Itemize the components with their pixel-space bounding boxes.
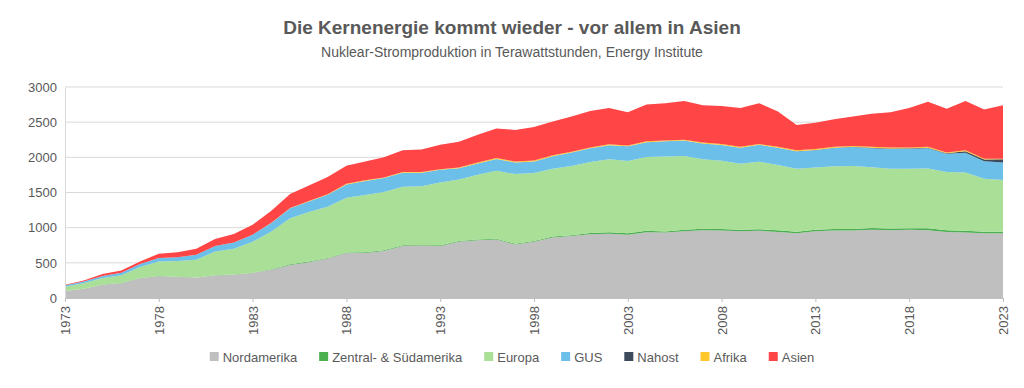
area-series [65,101,1003,285]
x-tick-mark [628,298,629,302]
legend-swatch [701,352,710,361]
x-tick-mark [909,298,910,302]
x-tick-label: 2013 [808,306,823,335]
x-tick: 1978 [152,298,167,335]
x-tick-label: 1973 [58,306,73,335]
legend-item: GUS [561,350,603,365]
x-tick-label: 1993 [433,306,448,335]
chart: Die Kernenergie kommt wieder - vor allem… [0,0,1024,388]
legend-swatch [319,352,328,361]
legend-item: Afrika [701,350,748,365]
x-tick: 2018 [902,298,917,335]
plot: 0 500 1000 1500 2000 2500 3000 1973 1978 1983 1988… [28,80,1011,335]
x-tick-mark [722,298,723,302]
y-tick-label: 2000 [28,150,57,165]
legend-label: GUS [574,350,603,365]
x-tick-label: 2018 [902,306,917,335]
x-tick-label: 1983 [246,306,261,335]
legend-label: Asien [782,350,815,365]
legend-item: Nordamerika [210,350,298,365]
grid-line [65,87,1003,88]
y-tick: 3000 [28,80,65,95]
x-tick: 1998 [527,298,542,335]
y-tick-label: 2500 [28,115,57,130]
legend-swatch [561,352,570,361]
x-tick-mark [1003,298,1004,302]
y-axis-line [65,88,66,299]
y-tick-label: 1000 [28,220,57,235]
y-tick-label: 0 [50,291,57,306]
x-axis: 1973 1978 1983 1988 1993 1998 2003 2008 2013 2018… [58,298,1011,335]
area-series [65,156,1003,291]
x-tick-label: 2023 [996,306,1011,335]
y-tick: 500 [35,255,65,270]
x-tick-mark [815,298,816,302]
title: Die Kernenergie kommt wieder - vor allem… [283,17,741,38]
area-series [65,140,1003,286]
areas [65,101,1003,298]
grid [65,87,1003,298]
legend-label: Nahost [637,350,679,365]
x-axis-line [66,299,1004,303]
y-tick-label: 500 [35,255,57,270]
x-tick-label: 2003 [621,306,636,335]
subtitle: Nuklear-Stromproduktion in Terawattstund… [321,44,703,60]
x-tick-mark [534,298,535,302]
legend-label: Europa [497,350,540,365]
x-tick-mark [253,298,254,302]
x-tick: 1988 [339,298,354,335]
area-series [65,140,1003,285]
x-tick-label: 1998 [527,306,542,335]
x-tick-mark [159,298,160,302]
y-tick: 1500 [28,185,65,200]
legend-item: Asien [769,350,815,365]
legend-swatch [624,352,633,361]
x-tick: 2003 [621,298,636,335]
legend-swatch [210,352,219,361]
legend-label: Nordamerika [223,350,298,365]
x-tick-mark [65,298,66,302]
legend: Nordamerika Zentral- & Südamerika Europa GU… [210,350,815,365]
y-tick-label: 1500 [28,185,57,200]
y-tick: 2500 [28,115,65,130]
x-tick: 2013 [808,298,823,335]
legend-item: Zentral- & Südamerika [319,350,463,365]
x-tick: 1983 [246,298,261,335]
y-tick: 0 [50,291,65,306]
x-tick-label: 1988 [339,306,354,335]
legend-item: Nahost [624,350,679,365]
x-tick: 1993 [433,298,448,335]
legend-label: Afrika [714,350,748,365]
x-tick-mark [440,298,441,302]
x-tick-label: 1978 [152,306,167,335]
x-tick: 2023 [996,298,1011,335]
x-tick: 1973 [58,298,73,335]
x-tick-mark [346,298,347,302]
y-tick: 2000 [28,150,65,165]
area-series [65,140,1003,286]
x-tick-label: 2008 [715,306,730,335]
y-tick: 1000 [28,220,65,235]
legend-swatch [484,352,493,361]
y-axis: 0 500 1000 1500 2000 2500 3000 [28,80,65,306]
y-tick-label: 3000 [28,80,57,95]
legend-swatch [769,352,778,361]
x-tick: 2008 [715,298,730,335]
legend-label: Zentral- & Südamerika [332,350,463,365]
legend-item: Europa [484,350,540,365]
